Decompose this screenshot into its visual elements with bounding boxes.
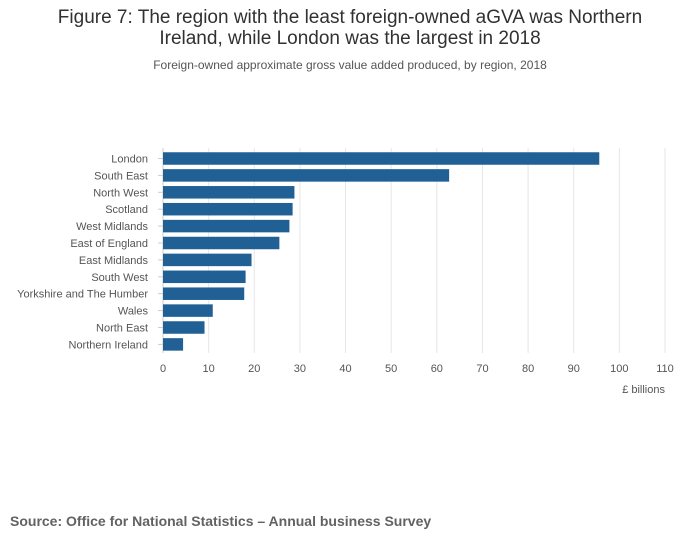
x-tick-label: 10 [203, 363, 215, 375]
category-label: East Midlands [79, 255, 149, 267]
source-note: Source: Office for National Statistics –… [10, 513, 432, 529]
category-label: Scotland [105, 204, 148, 216]
bar-wales [163, 304, 213, 317]
category-label: East of England [70, 238, 148, 250]
category-label: Yorkshire and The Humber [17, 289, 148, 301]
bar-london [163, 152, 600, 165]
category-label: London [111, 154, 148, 166]
bar-south-east [163, 169, 450, 182]
category-label: North West [93, 187, 148, 199]
x-tick-label: 80 [522, 363, 534, 375]
bar-north-west [163, 186, 295, 199]
x-tick-label: 0 [160, 363, 166, 375]
x-tick-label: 40 [339, 363, 351, 375]
category-label: Northern Ireland [69, 339, 149, 351]
x-tick-label: 60 [431, 363, 443, 375]
bar-south-west [163, 270, 246, 284]
x-axis-label: £ billions [622, 384, 665, 396]
chart-subtitle: Foreign-owned approximate gross value ad… [153, 58, 547, 72]
bar-yorkshire-and-the-humber [163, 287, 245, 300]
x-tick-label: 50 [385, 363, 397, 375]
chart-title-line-1: Figure 7: The region with the least fore… [57, 7, 643, 28]
category-label: Wales [118, 306, 149, 318]
x-tick-label: 110 [656, 363, 674, 375]
bar-scotland [163, 202, 293, 216]
bar-west-midlands [163, 219, 290, 233]
category-label: South East [94, 170, 148, 182]
x-tick-label: 90 [568, 363, 580, 375]
category-label: South West [91, 272, 148, 284]
bar-northern-ireland [163, 338, 184, 351]
bar-east-midlands [163, 253, 252, 267]
chart-title-line-2: Ireland, while London was the largest in… [159, 28, 541, 49]
category-label: North East [96, 323, 148, 335]
x-tick-label: 70 [476, 363, 488, 375]
x-tick-label: 100 [610, 363, 628, 375]
chart-title: Figure 7: The region with the least fore… [0, 7, 700, 49]
x-tick-label: 20 [248, 363, 260, 375]
bar-east-of-england [163, 236, 280, 250]
x-tick-label: 30 [294, 363, 306, 375]
bar-north-east [163, 321, 205, 334]
category-label: West Midlands [76, 221, 148, 233]
